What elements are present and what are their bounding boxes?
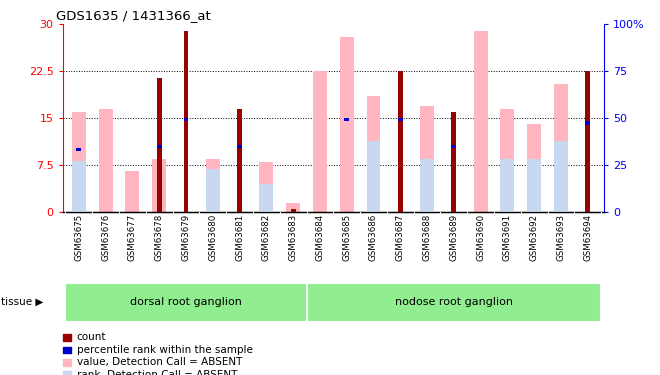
Text: nodose root ganglion: nodose root ganglion (395, 297, 513, 307)
Bar (237, 144, 242, 148)
Bar (306, 284, 601, 322)
Text: GSM63691: GSM63691 (503, 214, 512, 261)
Bar (451, 112, 456, 212)
Text: tissue ▶: tissue ▶ (1, 297, 44, 307)
Text: dorsal root ganglion: dorsal root ganglion (130, 297, 242, 307)
Bar (65, 284, 306, 322)
Text: GSM63680: GSM63680 (209, 214, 217, 261)
Bar (398, 71, 403, 212)
Text: GSM63676: GSM63676 (101, 214, 110, 261)
Text: value, Detection Call = ABSENT: value, Detection Call = ABSENT (77, 357, 242, 367)
Bar (259, 184, 273, 212)
Bar (345, 118, 349, 121)
Text: GSM63693: GSM63693 (556, 214, 566, 261)
Text: GSM63682: GSM63682 (262, 214, 271, 261)
Bar (156, 144, 162, 148)
Text: GSM63688: GSM63688 (422, 214, 432, 261)
Bar (585, 71, 590, 212)
Bar (398, 118, 403, 121)
Text: GSM63694: GSM63694 (583, 214, 592, 261)
Text: GSM63681: GSM63681 (235, 214, 244, 261)
Bar (72, 112, 86, 212)
Bar (156, 78, 162, 212)
Bar (474, 31, 488, 212)
Bar (237, 109, 242, 212)
Bar (554, 84, 568, 212)
Bar (554, 141, 568, 212)
Bar (98, 109, 113, 212)
Bar (77, 148, 81, 151)
Text: percentile rank within the sample: percentile rank within the sample (77, 345, 252, 355)
Bar (290, 209, 296, 212)
Bar (152, 159, 166, 212)
Text: GSM63683: GSM63683 (288, 214, 298, 261)
Bar (313, 71, 327, 212)
Bar (183, 31, 188, 212)
Text: GSM63679: GSM63679 (182, 214, 191, 261)
Bar (366, 96, 380, 212)
Bar (585, 122, 590, 125)
Text: GSM63687: GSM63687 (396, 214, 405, 261)
Bar (527, 124, 541, 212)
Text: GSM63684: GSM63684 (315, 214, 325, 261)
Text: GDS1635 / 1431366_at: GDS1635 / 1431366_at (56, 9, 211, 22)
Bar (72, 161, 86, 212)
Text: GSM63689: GSM63689 (449, 214, 458, 261)
Bar (259, 162, 273, 212)
Bar (420, 106, 434, 212)
Text: GSM63685: GSM63685 (342, 214, 351, 261)
Text: GSM63686: GSM63686 (369, 214, 378, 261)
Text: rank, Detection Call = ABSENT: rank, Detection Call = ABSENT (77, 370, 237, 375)
Bar (420, 159, 434, 212)
Bar (183, 118, 188, 121)
Text: GSM63678: GSM63678 (154, 214, 164, 261)
Bar (500, 159, 514, 212)
Bar (366, 141, 380, 212)
Text: GSM63690: GSM63690 (476, 214, 485, 261)
Text: GSM63692: GSM63692 (530, 214, 539, 261)
Bar (451, 144, 456, 148)
Bar (125, 171, 139, 212)
Bar (206, 169, 220, 212)
Bar (527, 159, 541, 212)
Text: count: count (77, 333, 106, 342)
Text: GSM63677: GSM63677 (128, 214, 137, 261)
Bar (206, 159, 220, 212)
Text: GSM63675: GSM63675 (75, 214, 83, 261)
Bar (500, 109, 514, 212)
Bar (286, 202, 300, 212)
Bar (340, 37, 354, 212)
